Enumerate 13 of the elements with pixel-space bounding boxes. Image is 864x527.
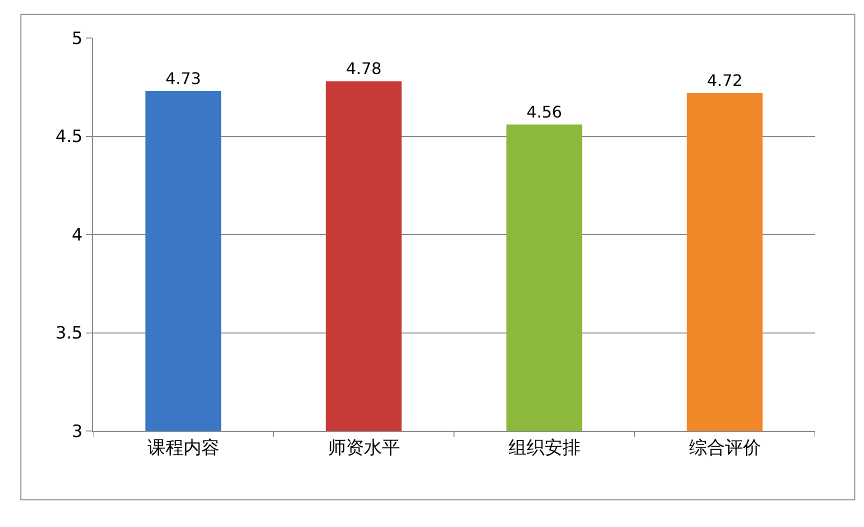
data-label: 4.56 <box>526 102 562 122</box>
y-tick-label: 3.5 <box>56 324 83 344</box>
y-tick-label: 4.5 <box>56 127 83 148</box>
y-tick-label: 4 <box>72 225 83 246</box>
x-tick-label: 师资水平 <box>328 438 400 459</box>
x-tick-label: 课程内容 <box>147 438 220 459</box>
y-tick-label: 5 <box>72 28 83 49</box>
data-label: 4.73 <box>165 69 202 88</box>
x-tick-label: 综合评价 <box>688 438 761 459</box>
y-tick-label: 3 <box>72 422 83 442</box>
x-tick-label: 组织安排 <box>508 438 580 459</box>
data-label: 4.72 <box>706 71 743 90</box>
data-label: 4.78 <box>346 59 382 78</box>
